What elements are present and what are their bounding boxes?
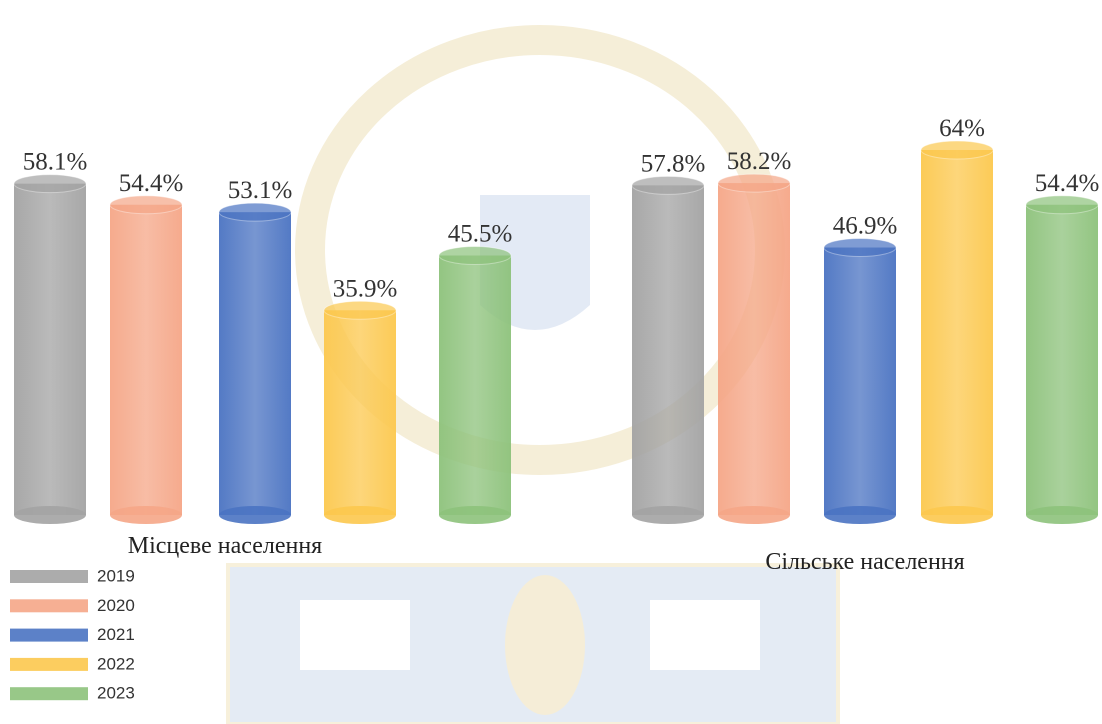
bar-bottom [1026, 506, 1098, 524]
bar [218, 202, 292, 524]
bar-top [218, 202, 292, 222]
value-label: 35.9% [333, 275, 398, 302]
value-label: 57.8% [641, 150, 706, 177]
legend-label: 2020 [97, 596, 135, 615]
value-label: 45.5% [448, 221, 513, 248]
bar [1025, 195, 1099, 524]
bar-body [324, 310, 396, 515]
bar-top [1025, 195, 1099, 215]
bar-top [920, 140, 994, 160]
bar-body [718, 183, 790, 515]
bar [109, 195, 183, 524]
bar-top [13, 174, 87, 194]
legend-swatch [10, 628, 88, 642]
value-label: 64% [939, 115, 985, 142]
bar-bottom [439, 506, 511, 524]
legend-label: 2022 [97, 654, 135, 673]
bar [631, 175, 705, 524]
value-label: 54.4% [119, 170, 184, 197]
bar-body [439, 255, 511, 515]
bar-top [323, 300, 397, 320]
bar-bottom [718, 506, 790, 524]
bar [323, 300, 397, 524]
watermark [226, 25, 840, 724]
bar-body [110, 204, 182, 515]
bar-top [109, 195, 183, 215]
legend-label: 2019 [97, 566, 135, 585]
bar-bottom [324, 506, 396, 524]
value-label: 58.1% [23, 149, 88, 176]
bar-body [1026, 204, 1098, 515]
bar-bottom [824, 506, 896, 524]
legend-swatch [10, 570, 88, 583]
bar [717, 173, 791, 524]
bar-bottom [14, 506, 86, 524]
bar-body [921, 150, 993, 515]
legend-label: 2021 [97, 625, 135, 644]
bar [823, 238, 897, 524]
bar-body [14, 183, 86, 515]
value-label: 53.1% [228, 177, 293, 204]
bar-body [824, 247, 896, 515]
category-label: Місцеве населення [128, 533, 322, 559]
legend-swatch [10, 657, 88, 671]
bar [920, 140, 994, 524]
bar-bottom [110, 506, 182, 524]
bar [13, 174, 87, 524]
value-label: 58.2% [727, 148, 792, 175]
value-label: 46.9% [833, 213, 898, 240]
bar [438, 246, 512, 524]
legend-label: 2023 [97, 684, 135, 703]
bar-body [219, 212, 291, 515]
bar-top [631, 175, 705, 195]
bar-top [438, 246, 512, 266]
legend-swatch [10, 599, 88, 613]
bar-bottom [219, 506, 291, 524]
bar-bottom [921, 506, 993, 524]
bar-body [632, 185, 704, 515]
bar-bottom [632, 506, 704, 524]
bar-top [717, 173, 791, 193]
bar-top [823, 238, 897, 258]
category-label: Сільське населення [765, 549, 964, 575]
value-label: 54.4% [1035, 170, 1100, 197]
legend-swatch [10, 687, 88, 701]
